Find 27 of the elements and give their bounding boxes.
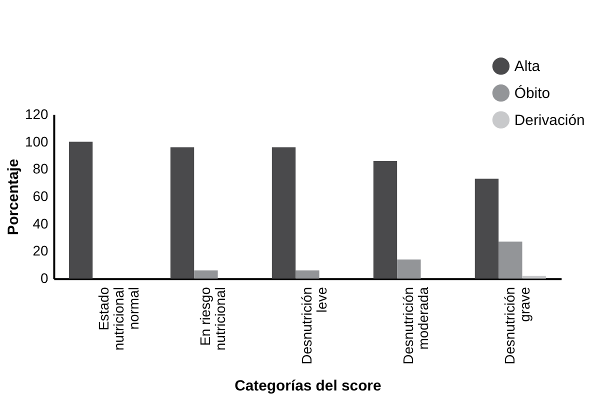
- bar: [498, 242, 522, 279]
- y-tick-label: 20: [32, 242, 49, 259]
- bar: [373, 160, 398, 279]
- bar: [272, 147, 296, 279]
- x-axis-title: Categorías del score: [234, 377, 382, 394]
- bar: [397, 259, 421, 279]
- x-tick-label: En riesgo nutricional: [196, 286, 228, 350]
- bar: [68, 142, 93, 279]
- bar: [194, 270, 218, 279]
- bar: [170, 147, 194, 279]
- bar: [522, 276, 546, 279]
- bar: [474, 178, 499, 279]
- y-tick-label: 120: [25, 106, 49, 122]
- y-tick-label: 60: [32, 188, 49, 204]
- legend-label: Óbito: [514, 85, 550, 102]
- y-tick-label: 80: [32, 160, 49, 177]
- x-tick-label: Estado nutricional normal: [95, 286, 142, 350]
- x-tick-label: Desnutrición leve: [298, 286, 330, 364]
- x-tick-label: Desnutrición moderada: [400, 286, 431, 364]
- y-tick-label: 100: [25, 133, 49, 150]
- x-tick-label: Desnutrición grave: [501, 286, 532, 364]
- legend-label: Alta: [514, 58, 541, 76]
- bar: [296, 270, 320, 279]
- y-axis-title: Porcentaje: [5, 158, 22, 236]
- y-tick-label: 40: [32, 215, 49, 232]
- legend-label: Derivación: [514, 112, 585, 129]
- y-tick-label: 0: [40, 270, 49, 286]
